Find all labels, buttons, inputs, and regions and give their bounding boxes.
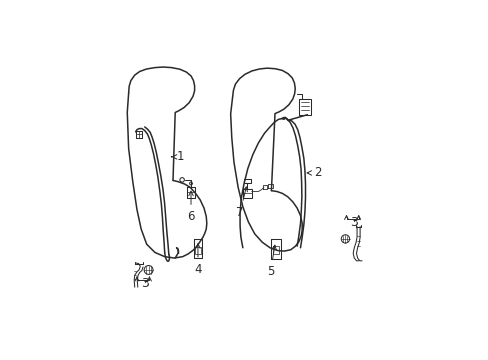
Text: 6: 6 — [187, 191, 194, 223]
Text: 5: 5 — [266, 245, 276, 278]
Text: 7: 7 — [236, 187, 247, 219]
Text: 2: 2 — [306, 166, 321, 179]
Text: 3: 3 — [349, 216, 357, 229]
Text: 3: 3 — [141, 277, 148, 290]
Text: 1: 1 — [171, 150, 184, 163]
Text: 4: 4 — [194, 244, 201, 276]
